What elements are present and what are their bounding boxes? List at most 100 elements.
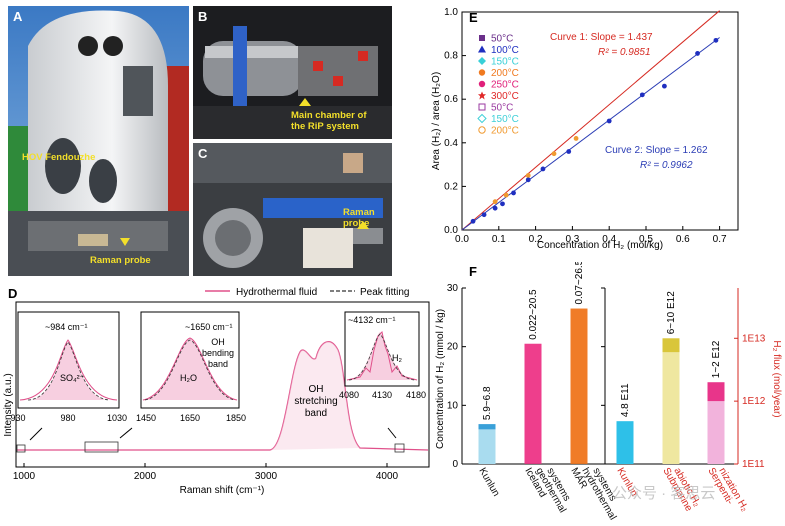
curve1-r2: R² = 0.9851 <box>598 47 651 58</box>
chamber-caption-line2: the RiP system <box>291 121 359 132</box>
spectrum-frame <box>15 301 430 468</box>
panel-e-xticks: 0.0 0.1 0.2 0.3 0.4 0.5 0.6 0.7 <box>455 226 727 245</box>
data-point <box>500 201 505 207</box>
data-point <box>525 177 531 183</box>
data-point <box>540 166 546 172</box>
panel-f-ytick-label: 10 <box>447 400 459 411</box>
panel-f-ylabel: Concentration of H₂ (mmol / kg) <box>435 309 446 449</box>
inset-h2-tick: 4180 <box>406 390 426 400</box>
inset-h2o-band3: band <box>208 359 228 369</box>
bar-low-segment <box>478 429 496 464</box>
photo-a-scene <box>8 6 189 276</box>
curve2-slope: Curve 2: Slope = 1.262 <box>605 145 708 156</box>
bar-high-segment <box>478 424 496 430</box>
inset-so4: ~984 cm⁻¹ SO₄²⁻ 930 980 1030 <box>10 311 127 423</box>
photo-b-chamber: B Main chamber of the RiP system <box>193 6 392 139</box>
bar-high-segment <box>707 382 725 402</box>
panel-e-ytick-label: 1.0 <box>444 7 458 18</box>
panel-e-ytick-label: 0.4 <box>444 138 458 149</box>
oh-stretch-line2: stretching <box>294 396 337 407</box>
spectrum-xticks: 1000 2000 3000 4000 <box>13 463 399 482</box>
panel-e-xtick-label: 0.6 <box>676 234 690 245</box>
panel-e-yticks: 0.0 0.2 0.4 0.6 0.8 1.0 <box>444 7 466 236</box>
zoom-arrow-so4 <box>29 427 43 441</box>
panel-e-ytick-label: 0.6 <box>444 94 458 105</box>
photo-c-probe: C Raman probe <box>193 143 392 276</box>
panel-d-spectrum: D Hydrothermal fluid Peak fitting Intens… <box>3 286 430 496</box>
legend-fit-label: Peak fitting <box>360 287 409 298</box>
curve1-slope: Curve 1: Slope = 1.437 <box>550 32 653 43</box>
panel-e-xtick-label: 0.5 <box>639 234 653 245</box>
panel-f-y2tick-label: 1E11 <box>742 459 765 470</box>
bar-value-label: 1~2 E12 <box>711 340 722 378</box>
panel-label-e: E <box>469 10 478 25</box>
inset-h2-tick: 4130 <box>372 390 392 400</box>
inset-h2o-tick: 1850 <box>226 413 246 423</box>
panel-f-ytick-label: 0 <box>452 459 458 470</box>
legend-marker-icon <box>478 91 486 100</box>
data-point <box>606 118 612 124</box>
panel-f-y2tick-label: 1E12 <box>742 396 766 407</box>
spectrum-xtick: 2000 <box>134 471 157 482</box>
panel-f-y2ticks: 1E11 1E12 1E13 <box>734 333 766 470</box>
inset-h2o-band1: OH <box>211 337 225 347</box>
inset-h2-species: H₂ <box>392 353 402 363</box>
data-point <box>511 190 516 196</box>
legend-marker-icon <box>478 103 486 111</box>
bar-high-segment <box>524 343 542 464</box>
panel-f-comparison: F Concentration of H₂ (mmol / kg) H₂ flu… <box>435 262 782 522</box>
legend-marker-icon <box>478 80 486 88</box>
panel-label-c: C <box>198 146 208 161</box>
data-point <box>492 199 498 205</box>
inset-so4-tick: 980 <box>60 413 75 423</box>
panel-e-frame <box>461 11 739 231</box>
panel-label-a: A <box>13 9 23 24</box>
zoom-arrow-h2 <box>387 427 397 439</box>
panel-e-xtick-label: 0.4 <box>602 234 616 245</box>
spectrum-xtick: 1000 <box>13 471 36 482</box>
inset-h2o-tick: 1450 <box>136 413 156 423</box>
inset-h2o-species: H₂O <box>180 373 197 383</box>
photo-a-hov: A HOV Fendouzhe Raman probe <box>8 6 189 276</box>
legend-label: 200°C <box>491 126 519 137</box>
data-point <box>566 149 572 154</box>
spectrum-main-fill <box>270 341 360 450</box>
inset-h2o-tick: 1650 <box>180 413 200 423</box>
photo-c-scene <box>193 143 392 276</box>
spectrum-xtick: 3000 <box>255 471 278 482</box>
inset-h2o-band2: bending <box>202 348 234 358</box>
data-point <box>639 92 645 98</box>
photo-b-scene <box>193 6 392 139</box>
bar-high-segment <box>662 338 680 353</box>
bar-low-segment <box>707 401 725 464</box>
data-point <box>551 151 557 157</box>
legend-marker-icon <box>478 45 486 53</box>
bar-value-label: 4.8 E11 <box>620 383 631 417</box>
panel-e-ytick-label: 0.2 <box>444 181 458 192</box>
legend-marker-icon <box>478 126 486 134</box>
data-point <box>525 173 531 178</box>
panel-e-ylabel: Area (H₂) / area (H₂O) <box>431 72 442 170</box>
zoom-box-h2 <box>394 443 405 453</box>
bar-value-label: 0.07~26.5 <box>574 262 585 305</box>
data-point <box>662 83 667 89</box>
raman-probe-caption-a: Raman probe <box>90 255 151 266</box>
bar-value-label: 6~10 E12 <box>666 291 677 335</box>
inset-h2o: ~1650 cm⁻¹ OH bending band H₂O 1450 1650… <box>136 311 246 423</box>
inset-so4-tick: 1030 <box>107 413 127 423</box>
fit-line <box>461 37 720 231</box>
raman-probe-caption-c: Raman probe <box>343 207 375 229</box>
watermark: 公众号 · 客思云 <box>612 485 716 502</box>
curve2-r2: R² = 0.9962 <box>640 160 693 171</box>
panel-e-xtick-label: 0.2 <box>529 234 543 245</box>
legend-marker-icon <box>478 57 486 65</box>
legend-label: 100°C <box>491 45 519 56</box>
spectrum-xlabel: Raman shift (cm⁻¹) <box>180 485 265 496</box>
legend-label: 150°C <box>491 114 519 125</box>
bar-high-segment <box>570 308 588 464</box>
panel-label-b: B <box>198 9 208 24</box>
chamber-caption-line1: Main chamber of <box>291 110 367 121</box>
panel-f-y2tick-label: 1E13 <box>742 333 766 344</box>
data-point <box>713 37 719 43</box>
inset-so4-species: SO₄²⁻ <box>60 373 85 383</box>
